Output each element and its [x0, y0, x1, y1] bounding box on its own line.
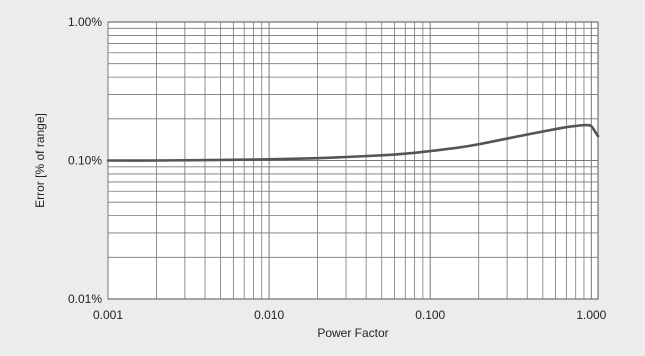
x-tick-labels: 0.001 0.010 0.100 1.000 [93, 308, 607, 322]
y-tick-label: 1.00% [68, 15, 102, 29]
x-tick-label: 0.010 [254, 308, 284, 322]
x-axis-label: Power Factor [317, 326, 388, 340]
x-tick-label: 0.100 [415, 308, 445, 322]
x-tick-label: 0.001 [93, 308, 123, 322]
series-line-0 [106, 123, 600, 162]
y-tick-label: 0.01% [68, 292, 102, 306]
x-tick-label: 1.000 [576, 308, 606, 322]
y-tick-label: 0.10% [68, 154, 102, 168]
y-tick-labels: 0.01% 0.10% 1.00% [68, 15, 102, 306]
series-group [106, 123, 600, 162]
y-axis-label: Error [% of range] [33, 113, 47, 208]
